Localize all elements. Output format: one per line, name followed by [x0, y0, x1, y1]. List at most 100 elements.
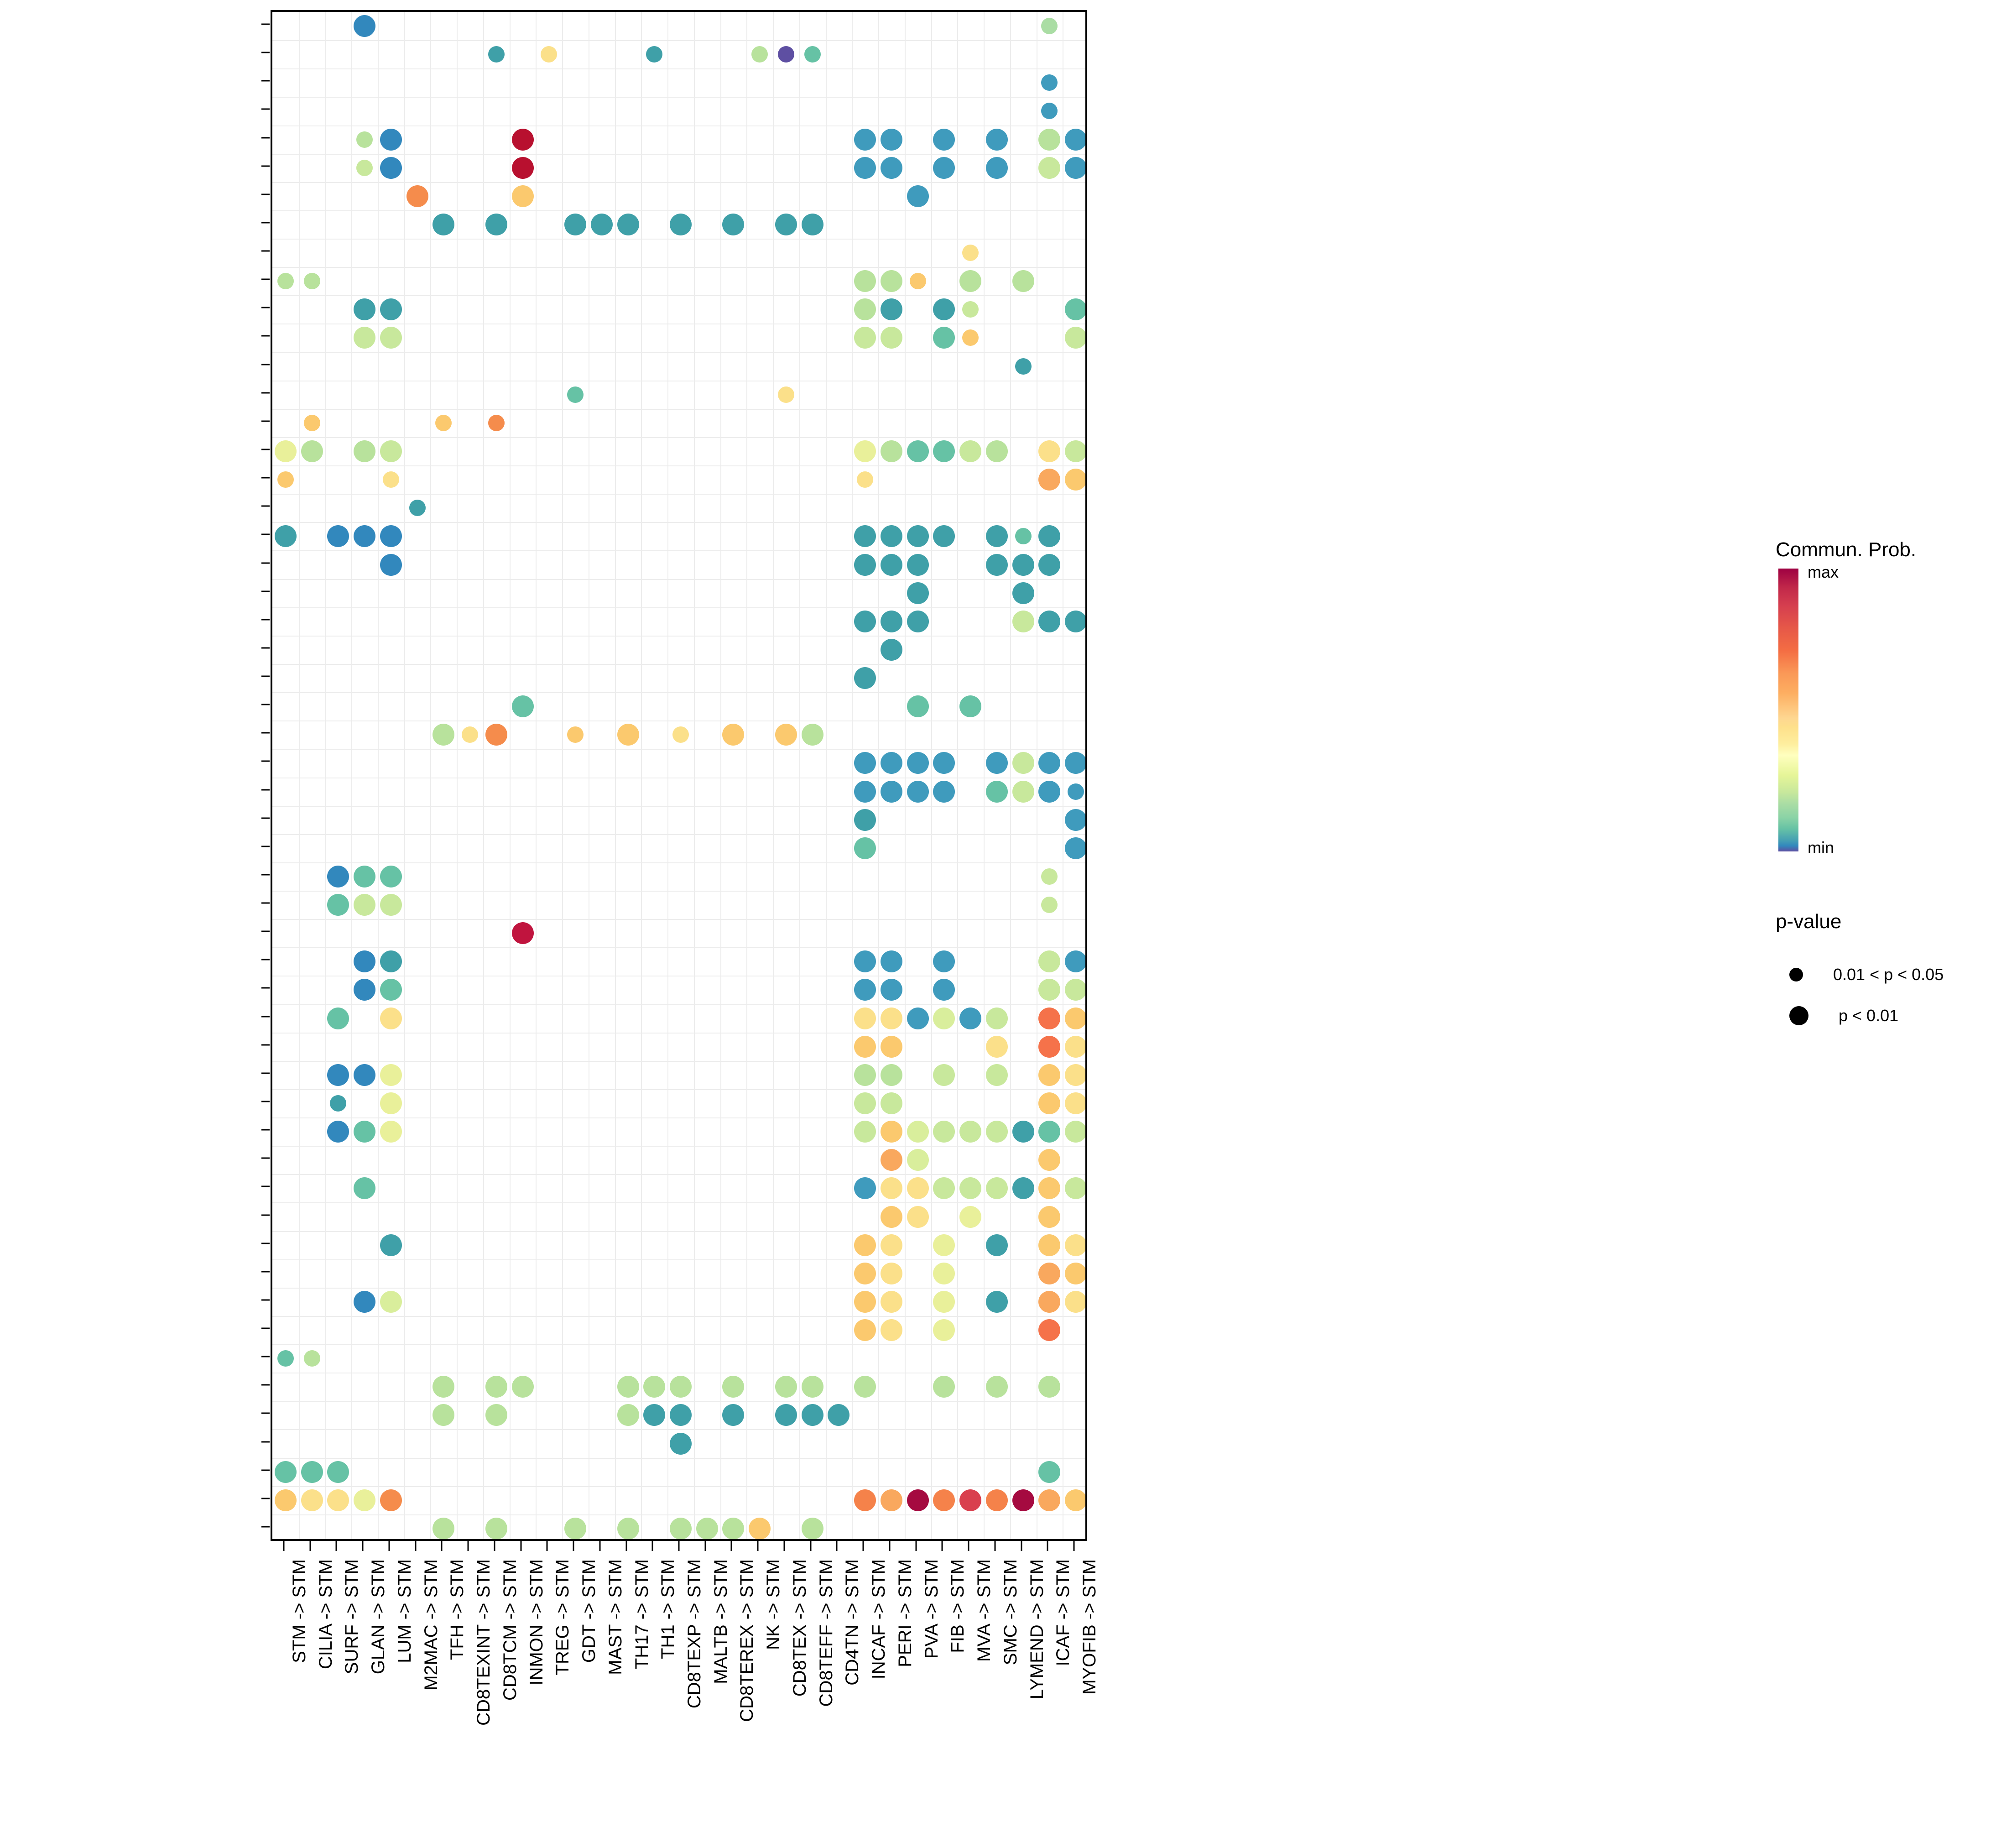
x-axis-tick [810, 1541, 812, 1551]
data-point [985, 1064, 1008, 1086]
data-point [277, 273, 294, 290]
x-axis-tick [651, 1541, 653, 1551]
data-point [1041, 868, 1058, 885]
data-point [380, 1064, 402, 1086]
colorbar-title: Commun. Prob. [1776, 538, 1917, 561]
data-point [933, 1290, 955, 1313]
grid-hline [272, 692, 1085, 694]
y-axis-tick [261, 760, 270, 762]
grid-hline [272, 1344, 1085, 1346]
y-axis-tick [261, 1072, 270, 1074]
data-point [380, 440, 402, 462]
data-point [1038, 525, 1061, 548]
grid-hline [272, 663, 1085, 665]
grid-vline [904, 12, 906, 1539]
data-point [801, 1404, 823, 1426]
pvalue-title: p-value [1776, 910, 1842, 933]
y-axis-tick [261, 193, 270, 195]
data-point [959, 1206, 982, 1228]
x-axis-tick [494, 1541, 495, 1551]
data-point [854, 1121, 876, 1143]
grid-hline [272, 919, 1085, 920]
data-point [854, 1319, 876, 1342]
data-point [354, 1064, 376, 1086]
grid-hline [272, 1259, 1085, 1260]
grid-hline [272, 1117, 1085, 1119]
data-point [354, 950, 376, 973]
data-point [1065, 1121, 1085, 1143]
data-point [462, 726, 479, 743]
data-point [777, 386, 794, 403]
x-axis-tick [1021, 1541, 1022, 1551]
y-axis-tick [261, 278, 270, 280]
y-axis-tick [261, 987, 270, 989]
data-point [327, 1121, 349, 1143]
pvalue-items: 0.01 < p < 0.05 p < 0.01 [1776, 954, 1990, 1036]
grid-hline [272, 1429, 1085, 1430]
x-axis-tick [362, 1541, 364, 1551]
data-point [854, 667, 876, 689]
x-axis-tick-label: GDT -> STM [579, 1559, 599, 1663]
data-point [933, 525, 955, 548]
data-point [511, 128, 534, 151]
x-axis-tick [730, 1541, 732, 1551]
grid-hline [272, 749, 1085, 750]
data-point [1015, 528, 1032, 545]
data-point [959, 270, 982, 292]
data-point [880, 610, 902, 632]
x-axis-tick-label: INCAF -> STM [869, 1559, 889, 1680]
data-point [854, 752, 876, 774]
data-point [854, 1376, 876, 1398]
data-point [380, 1092, 402, 1114]
data-point [511, 1376, 534, 1398]
data-point [1065, 1489, 1085, 1511]
data-point [880, 553, 902, 576]
data-point [646, 46, 663, 63]
data-point [880, 1149, 902, 1171]
y-axis-tick [261, 52, 270, 53]
pvalue-legend-dot [1789, 1006, 1808, 1025]
x-axis-tick-label: M2MAC -> STM [421, 1559, 441, 1691]
x-axis-tick-label: MYOFIB -> STM [1079, 1559, 1100, 1695]
data-point [1038, 1121, 1061, 1143]
grid-vline [746, 12, 748, 1539]
data-point [354, 979, 376, 1001]
grid-hline [272, 182, 1085, 183]
data-point [722, 1404, 745, 1426]
x-axis-tick-label: GLAN -> STM [368, 1559, 389, 1675]
data-point [880, 752, 902, 774]
data-point [511, 695, 534, 718]
data-point [380, 298, 402, 321]
data-point [274, 1489, 297, 1511]
data-point [354, 1489, 376, 1511]
x-axis-tick [415, 1541, 417, 1551]
grid-hline [272, 125, 1085, 126]
data-point [433, 1376, 455, 1398]
data-point [1065, 1007, 1085, 1029]
y-axis-tick [261, 1356, 270, 1357]
x-axis-tick [599, 1541, 601, 1551]
x-axis-tick-label: CD8TEX -> STM [789, 1559, 810, 1697]
data-point [670, 213, 692, 235]
data-point [854, 1007, 876, 1029]
data-point [1012, 270, 1034, 292]
data-point [1012, 780, 1034, 803]
grid-vline [931, 12, 932, 1539]
data-point [933, 979, 955, 1001]
grid-hline [272, 1089, 1085, 1090]
data-point [327, 894, 349, 916]
data-point [277, 1350, 294, 1367]
data-point [354, 327, 376, 349]
x-axis-tick [783, 1541, 785, 1551]
data-point [380, 157, 402, 179]
data-point [1041, 897, 1058, 914]
x-axis-tick-label: ICAF -> STM [1053, 1559, 1074, 1666]
grid-hline [272, 522, 1085, 523]
data-point [380, 1290, 402, 1313]
data-point [985, 525, 1008, 548]
data-point [354, 440, 376, 462]
data-point [933, 1376, 955, 1398]
data-point [1012, 582, 1034, 604]
x-axis-tick [625, 1541, 627, 1551]
